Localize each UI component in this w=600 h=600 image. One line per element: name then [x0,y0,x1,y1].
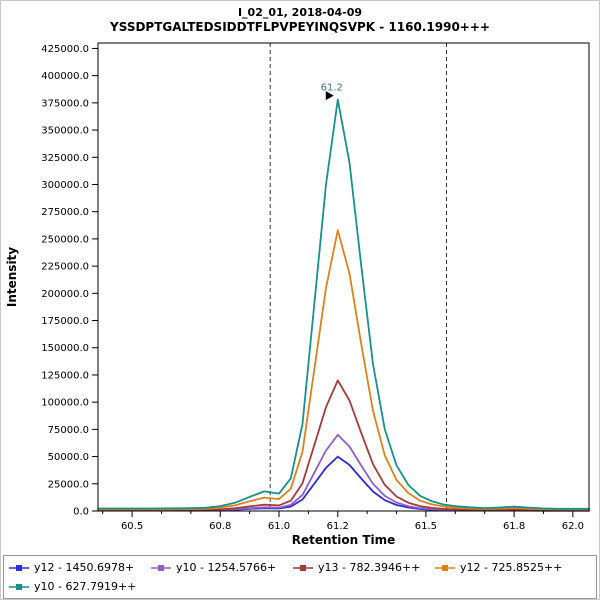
y-tick-label: 25000.0 [48,479,89,490]
x-tick-label: 61.0 [268,521,290,532]
legend-item: y13 - 782.3946++ [292,558,434,577]
y-tick-label: 125000.0 [41,370,89,381]
x-tick-label: 61.5 [415,521,437,532]
y-tick-label: 225000.0 [41,262,89,273]
y-tick-label: 175000.0 [41,316,89,327]
legend-item: y10 - 627.7919++ [8,577,150,596]
chart-subtitle: YSSDPTGALTEDSIDDTFLPVPEYINQSVPK - 1160.1… [110,20,490,35]
legend-marker-icon [435,564,455,571]
chromatogram-plot[interactable]: 0.0 25000.0 50000.0 75000.0 100000.0 125000.0… [1,39,600,554]
series-line-y10-627.7919++[interactable] [97,98,590,510]
y-tick-label: 300000.0 [41,180,89,191]
legend-item: y10 - 1254.5766+ [150,558,292,577]
peak-rt-annotation: 61.2 [321,83,343,94]
legend-item: y12 - 725.8525++ [434,558,576,577]
series-line-y13-782.3946++[interactable] [97,379,590,512]
y-tick-label: 250000.0 [41,234,89,245]
legend-item-label: y12 - 725.8525++ [460,561,563,574]
y-tick-label: 100000.0 [41,398,89,409]
y-tick-label: 325000.0 [41,153,89,164]
chart-title: I_02_01, 2018-04-09 [237,6,363,19]
legend-item-label: y13 - 782.3946++ [318,561,421,574]
y-tick-label: 150000.0 [41,343,89,354]
y-tick-label: 50000.0 [48,452,89,463]
legend-marker-icon [9,583,29,590]
legend-item-label: y12 - 1450.6978+ [34,561,135,574]
x-tick-label: 60.8 [209,521,231,532]
legend: y12 - 1450.6978+ y10 - 1254.5766+ y13 - 78… [3,555,597,599]
y-tick-label: 75000.0 [48,425,89,436]
plot-border [97,42,590,512]
legend-marker-icon [9,564,29,571]
peak-arrow-icon [325,91,334,101]
legend-item-label: y10 - 627.7919++ [34,580,137,593]
x-tick-label: 62.0 [562,521,584,532]
y-tick-label: 0.0 [73,507,89,518]
x-tick-label: 61.8 [503,521,525,532]
y-axis-title: Intensity [5,247,19,307]
plot-background [98,43,589,511]
y-tick-label: 375000.0 [41,98,89,109]
legend-marker-icon [151,564,171,571]
legend-item: y12 - 1450.6978+ [8,558,150,577]
y-tick-label: 275000.0 [41,207,89,218]
x-axis-title: Retention Time [292,533,396,547]
x-tick-label: 60.5 [121,521,143,532]
y-tick-label: 425000.0 [41,44,89,55]
x-tick-label: 61.2 [327,521,349,532]
y-tick-label: 350000.0 [41,126,89,137]
y-tick-label: 400000.0 [41,71,89,82]
legend-marker-icon [293,564,313,571]
legend-item-label: y10 - 1254.5766+ [176,561,277,574]
y-tick-label: 200000.0 [41,289,89,300]
chart-header: I_02_01, 2018-04-09 YSSDPTGALTEDSIDDTFLP… [1,1,599,39]
